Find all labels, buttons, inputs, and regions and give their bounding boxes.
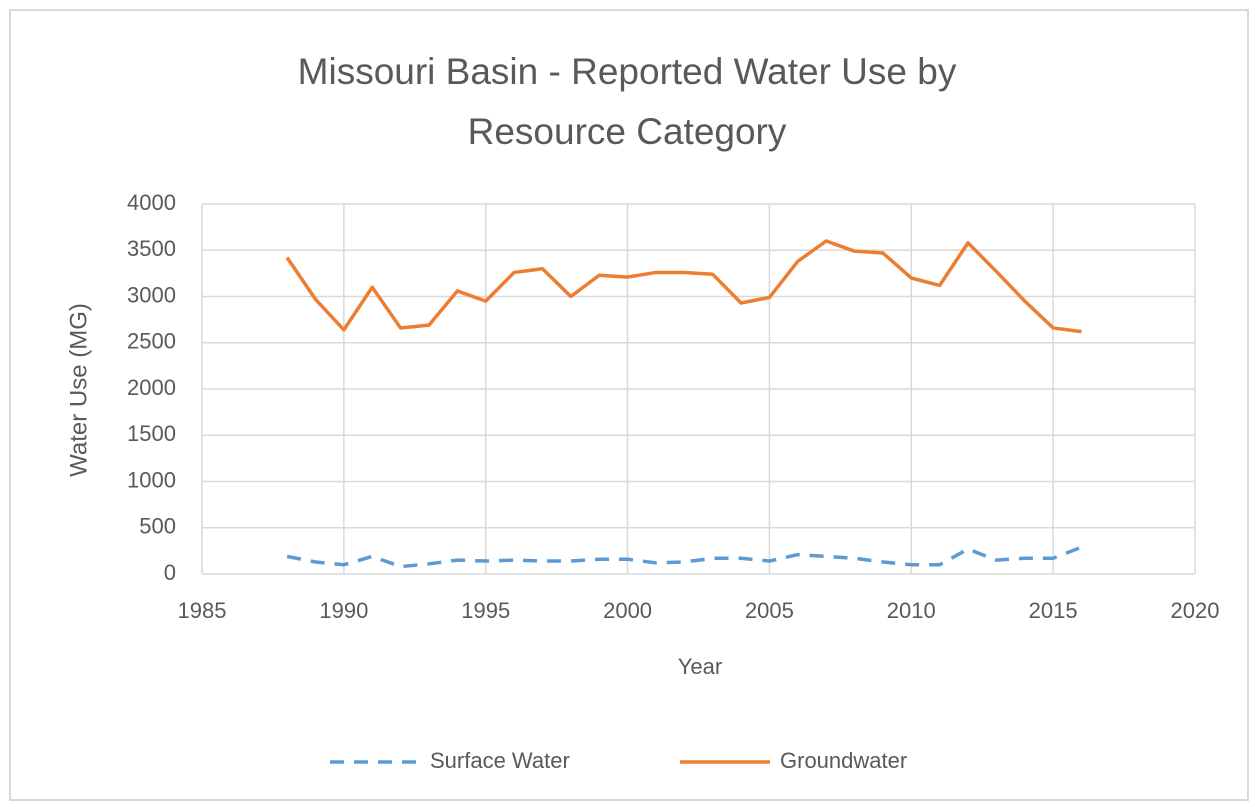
series-line <box>285 239 1082 334</box>
y-tick-label: 3000 <box>127 282 176 307</box>
x-tick-label: 1985 <box>178 598 227 623</box>
series-line <box>286 545 1083 569</box>
x-tick-label: 2010 <box>887 598 936 623</box>
chart-border <box>9 9 1249 801</box>
x-tick-label: 2020 <box>1171 598 1220 623</box>
y-tick-label: 1500 <box>127 421 176 446</box>
y-tick-label: 1000 <box>127 467 176 492</box>
x-tick-label: 1990 <box>319 598 368 623</box>
y-tick-label: 500 <box>139 514 176 539</box>
legend-label: Surface Water <box>430 748 570 773</box>
y-tick-label: 3500 <box>127 236 176 261</box>
y-tick-label: 0 <box>164 560 176 585</box>
x-tick-label: 2005 <box>745 598 794 623</box>
x-tick-label: 1995 <box>461 598 510 623</box>
x-axis-title: Year <box>678 654 722 679</box>
x-tick-label: 2000 <box>603 598 652 623</box>
y-tick-label: 2500 <box>127 329 176 354</box>
chart-title: Missouri Basin - Reported Water Use by R… <box>297 51 957 152</box>
y-axis-title: Water Use (MG) <box>65 303 92 477</box>
y-tick-label: 2000 <box>127 375 176 400</box>
legend-label: Groundwater <box>780 748 907 773</box>
x-tick-label: 2015 <box>1029 598 1078 623</box>
y-tick-label: 4000 <box>127 190 176 215</box>
